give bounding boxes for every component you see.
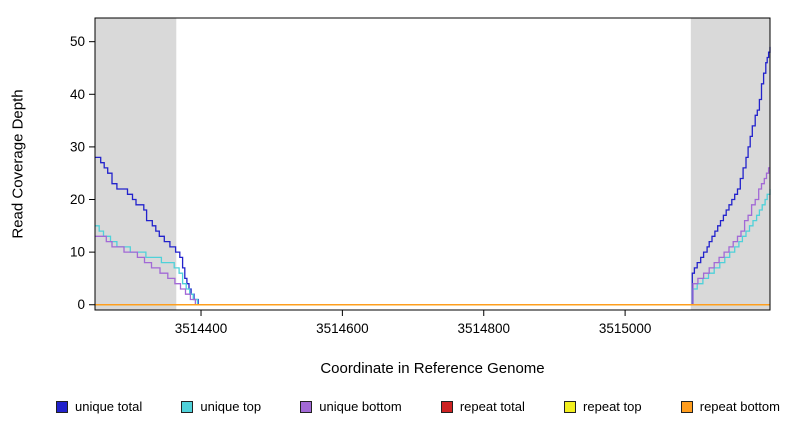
legend-label-repeat-top: repeat top [583, 399, 642, 414]
y-axis-label: Read Coverage Depth [9, 89, 27, 239]
series-unique-total [95, 46, 771, 306]
legend-item-repeat-total: repeat total [440, 399, 525, 414]
legend-swatch-repeat-bottom-icon [680, 400, 693, 413]
legend-swatch-unique-total-icon [56, 400, 68, 413]
legend-item-unique-bottom: unique bottom [300, 399, 402, 414]
legend-label-unique-top: unique top [200, 399, 262, 414]
chart-legend: unique total unique top unique bottom re… [0, 399, 792, 414]
x-tick-label: 3514800 [457, 321, 510, 336]
coverage-chart: 3514400 3514600 3514800 3515000 0 10 20 30 40 50 [70, 17, 771, 336]
legend-label-repeat-total: repeat total [459, 399, 525, 414]
legend-swatch-unique-top-icon [181, 400, 194, 413]
x-axis-label: Coordinate in Reference Genome [320, 360, 545, 377]
legend-item-unique-top: unique top [181, 399, 261, 414]
series-unique-top [95, 189, 771, 306]
x-tick-label: 3515000 [599, 321, 652, 336]
legend-item-repeat-top: repeat top [564, 399, 642, 414]
y-tick-label: 10 [70, 245, 85, 260]
shaded-region [95, 18, 177, 310]
y-tick-label: 40 [70, 87, 85, 102]
legend-label-repeat-bottom: repeat bottom [699, 399, 780, 414]
series-unique-bottom [95, 167, 770, 306]
y-tick-label: 50 [70, 34, 85, 49]
plot-box [94, 17, 771, 311]
legend-label-unique-total: unique total [75, 399, 143, 414]
x-tick-label: 3514400 [175, 321, 228, 336]
legend-item-repeat-bottom: repeat bottom [680, 399, 780, 414]
legend-swatch-repeat-top-icon [564, 400, 577, 413]
legend-label-unique-bottom: unique bottom [319, 399, 402, 414]
y-tick-label: 30 [70, 139, 85, 154]
shaded-region [690, 18, 770, 310]
legend-swatch-repeat-total-icon [440, 400, 453, 413]
x-tick-label: 3514600 [316, 321, 369, 336]
legend-item-unique-total: unique total [56, 399, 142, 414]
legend-swatch-unique-bottom-icon [300, 400, 313, 413]
y-tick-label: 0 [77, 297, 85, 312]
y-tick-label: 20 [70, 192, 85, 207]
